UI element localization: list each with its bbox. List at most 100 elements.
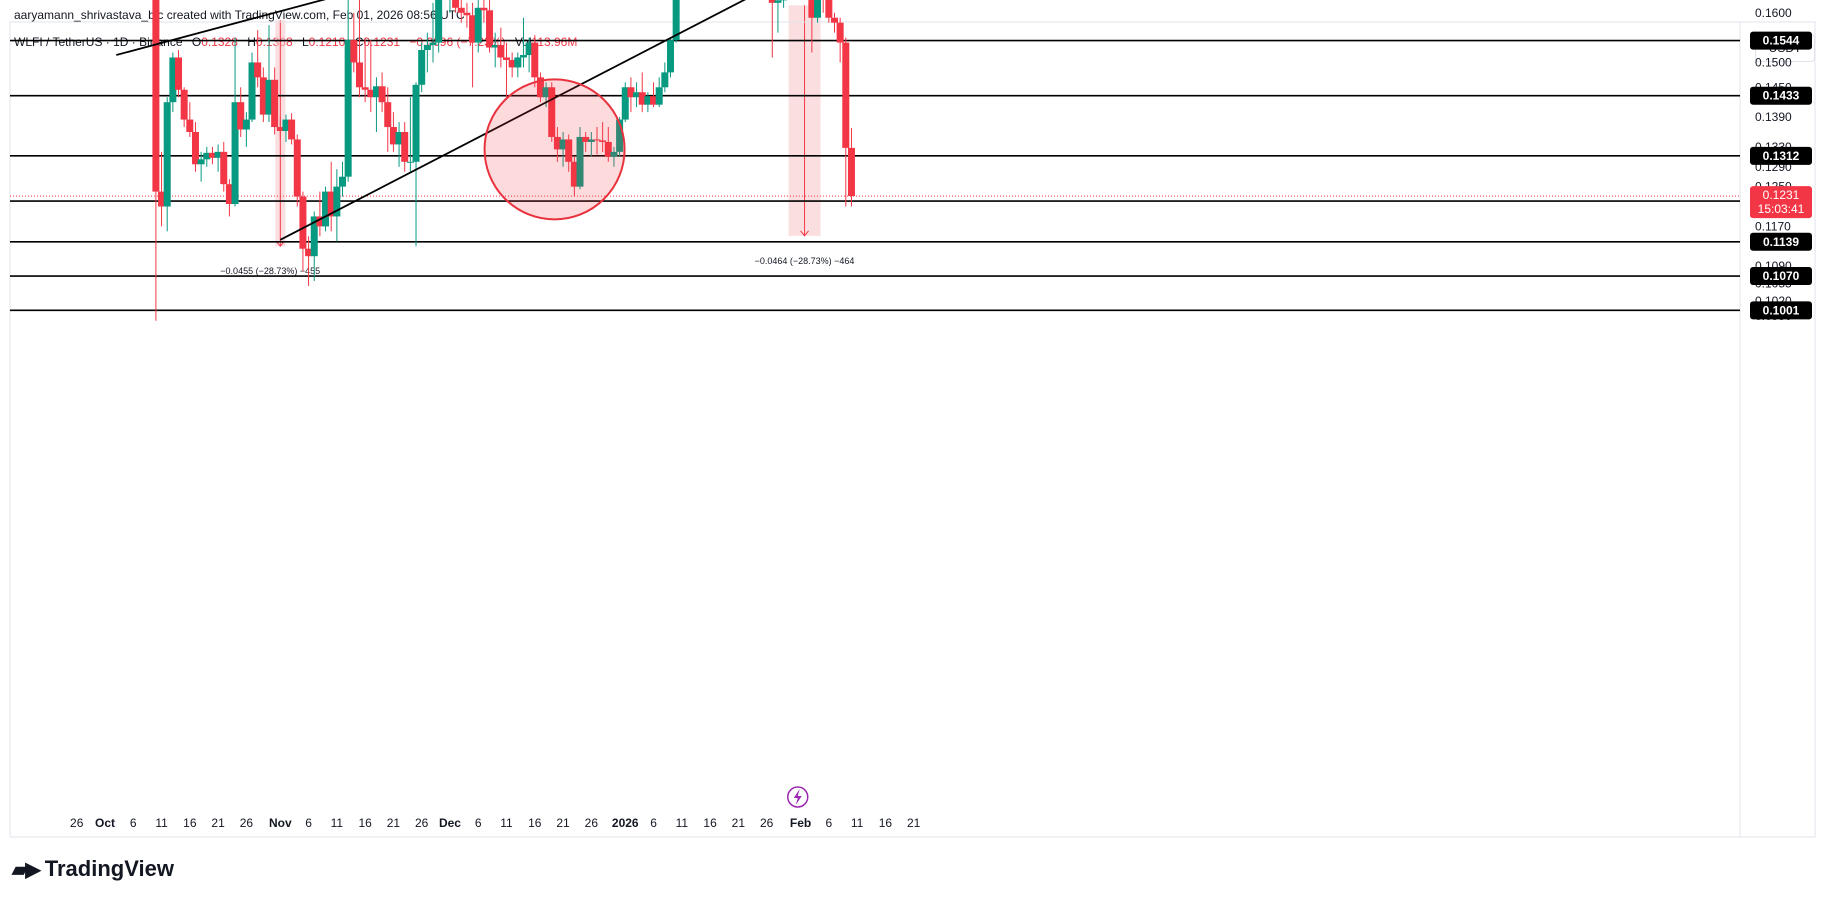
candle-body [486,10,494,48]
lightning-bolt-glyph [793,789,802,805]
candle-body [299,196,307,249]
time-tick-label: 21 [556,816,570,830]
price-level-badge-text: 0.1312 [1763,149,1800,163]
highlight-circle [483,78,626,221]
candle-body [350,40,358,63]
time-tick-label: 16 [528,816,542,830]
tradingview-logo-text: TradingView [44,856,174,881]
symbol-name[interactable]: WLFI / TetherUS · 1D · Binance [14,35,183,49]
candle-body [536,77,544,98]
volume-value: 113.96M [531,35,578,49]
candle-body [265,79,273,115]
candle-body [423,45,431,51]
candle-body [503,57,511,60]
candle-body [548,87,556,137]
time-tick-label: 11 [155,816,168,830]
candle-body [610,151,618,157]
time-tick-label: 11 [331,816,344,830]
candle-body [175,57,183,90]
candle-body [514,57,522,68]
candles [152,0,855,321]
price-level-badge [1750,86,1812,105]
price-level-badge-text: 0.1433 [1763,89,1800,103]
icons [786,786,809,808]
candle-body [293,139,301,197]
candle-body [633,92,641,98]
candle-body [163,102,171,207]
time-tick-label: 6 [475,816,482,830]
candle-body [361,87,369,90]
price-tick-label: 0.1500 [1755,55,1792,69]
time-axis[interactable]: 26 Oct 6 11 16 21 26 Nov 6 11 16 21 26 Dec 6 11 16 21 26 20… [70,816,921,830]
candle-body [491,45,499,48]
price-level-badge [1750,232,1812,251]
candle-body [644,96,652,105]
candle-body [186,119,194,132]
candle-body [191,131,199,165]
candle-body [531,42,539,78]
measure-arrow-head [275,240,285,248]
candle-body [355,62,363,88]
price-axis[interactable]: 0.19500.18500.17500.16000.15000.14500.13… [1750,0,1812,323]
candle-body [587,139,595,142]
candle-body [384,102,392,128]
price-level-badge [1750,301,1812,320]
time-tick-label: 21 [907,816,921,830]
time-tick-label: 2026 [612,816,639,830]
candle-body [542,87,550,98]
candle-body [650,96,658,105]
candle-body [169,57,177,103]
candle-body [401,131,409,162]
candle-body [327,191,335,217]
price-tick-label: 0.1390 [1755,110,1792,124]
countdown-text: 15:03:41 [1758,202,1805,216]
time-tick-label: 21 [387,816,401,830]
highlight-circle-group [483,78,626,221]
candle-body [282,119,290,131]
candle-body [638,92,646,105]
candle-body [237,102,245,130]
time-tick-label: 21 [732,816,746,830]
time-tick-label: 6 [650,816,657,830]
candle-body [288,119,296,140]
time-tick-label: 26 [240,816,254,830]
candle-body [378,86,386,103]
measure-ranges: −0.0455 (−28.73%) −455 −0.0464 (−28.73%) … [220,5,854,276]
time-tick-label: 26 [70,816,84,830]
candle-body [242,119,250,130]
time-tick-label: 6 [305,816,312,830]
low-label: L [301,35,309,49]
candle-body [435,0,443,43]
price-level-badge-text: 0.1544 [1763,34,1800,48]
price-tick-label: 0.1600 [1755,6,1792,20]
candle-body [344,40,352,177]
candle-body [672,0,680,41]
high-label: H [247,35,256,49]
time-tick-label: 11 [500,816,513,830]
candle-body [259,77,267,115]
candle-body [418,50,426,85]
candle-body [208,152,216,158]
candle-body [508,59,516,68]
candle-body [322,191,330,227]
candle-body [559,139,567,150]
candle-body [372,86,380,98]
candle-body [768,0,776,3]
close-value: 0.1231 [363,35,401,49]
candle-body [180,89,188,120]
candle-body [774,0,782,3]
candle-body [497,45,505,58]
chart-creator-note: aaryamann_shrivastava_bic created with T… [14,8,465,22]
time-tick-label: 6 [130,816,137,830]
candle-body [231,102,239,205]
candle-body [463,12,471,16]
candle-body [808,0,816,18]
candle-body [254,62,262,78]
measure-range-label: −0.0464 (−28.73%) −464 [755,256,855,266]
open-label: O [191,35,202,49]
time-tick-label: 21 [211,816,225,830]
time-tick-label: 16 [358,816,372,830]
candle-body [830,17,838,23]
time-tick-label: Nov [269,816,292,830]
